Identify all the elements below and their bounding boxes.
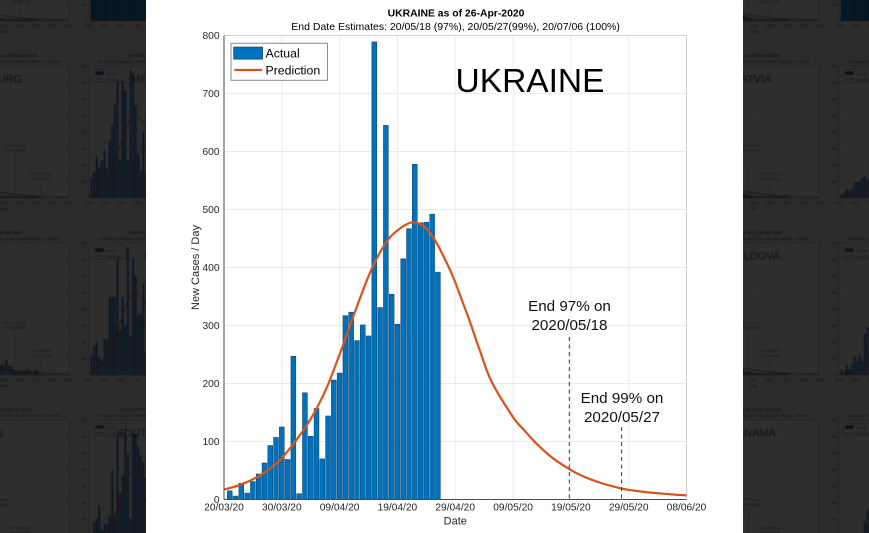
svg-text:200: 200 — [203, 379, 220, 390]
svg-text:20/03/20: 20/03/20 — [204, 503, 244, 514]
svg-text:08/06/20: 08/06/20 — [667, 503, 707, 514]
svg-text:Actual: Actual — [266, 46, 300, 60]
svg-text:End 97% on: End 97% on — [528, 298, 611, 315]
svg-text:2020/05/18: 2020/05/18 — [531, 317, 607, 334]
svg-text:Prediction: Prediction — [266, 64, 321, 78]
svg-text:2020/05/27: 2020/05/27 — [584, 409, 660, 426]
svg-text:09/05/20: 09/05/20 — [493, 503, 533, 514]
svg-text:29/04/20: 29/04/20 — [435, 503, 475, 514]
svg-text:09/04/20: 09/04/20 — [320, 503, 360, 514]
svg-text:19/05/20: 19/05/20 — [551, 503, 591, 514]
svg-text:UKRAINE: UKRAINE — [456, 63, 605, 100]
svg-text:29/05/20: 29/05/20 — [609, 503, 649, 514]
svg-text:500: 500 — [203, 205, 220, 216]
svg-text:30/03/20: 30/03/20 — [262, 503, 302, 514]
svg-text:End Date Estimates: 20/05/18 (: End Date Estimates: 20/05/18 (97%), 20/0… — [291, 21, 620, 33]
svg-text:400: 400 — [203, 263, 220, 274]
svg-text:800: 800 — [203, 31, 220, 42]
svg-text:19/04/20: 19/04/20 — [378, 503, 418, 514]
svg-text:End 99% on: End 99% on — [581, 390, 664, 407]
svg-text:700: 700 — [203, 89, 220, 100]
svg-text:100: 100 — [203, 437, 220, 448]
svg-text:300: 300 — [203, 321, 220, 332]
svg-text:UKRAINE as of 26-Apr-2020: UKRAINE as of 26-Apr-2020 — [388, 9, 525, 20]
svg-text:600: 600 — [203, 147, 220, 158]
svg-text:Date: Date — [444, 516, 467, 528]
svg-text:0: 0 — [214, 495, 220, 506]
svg-text:New Cases / Day: New Cases / Day — [190, 225, 202, 310]
